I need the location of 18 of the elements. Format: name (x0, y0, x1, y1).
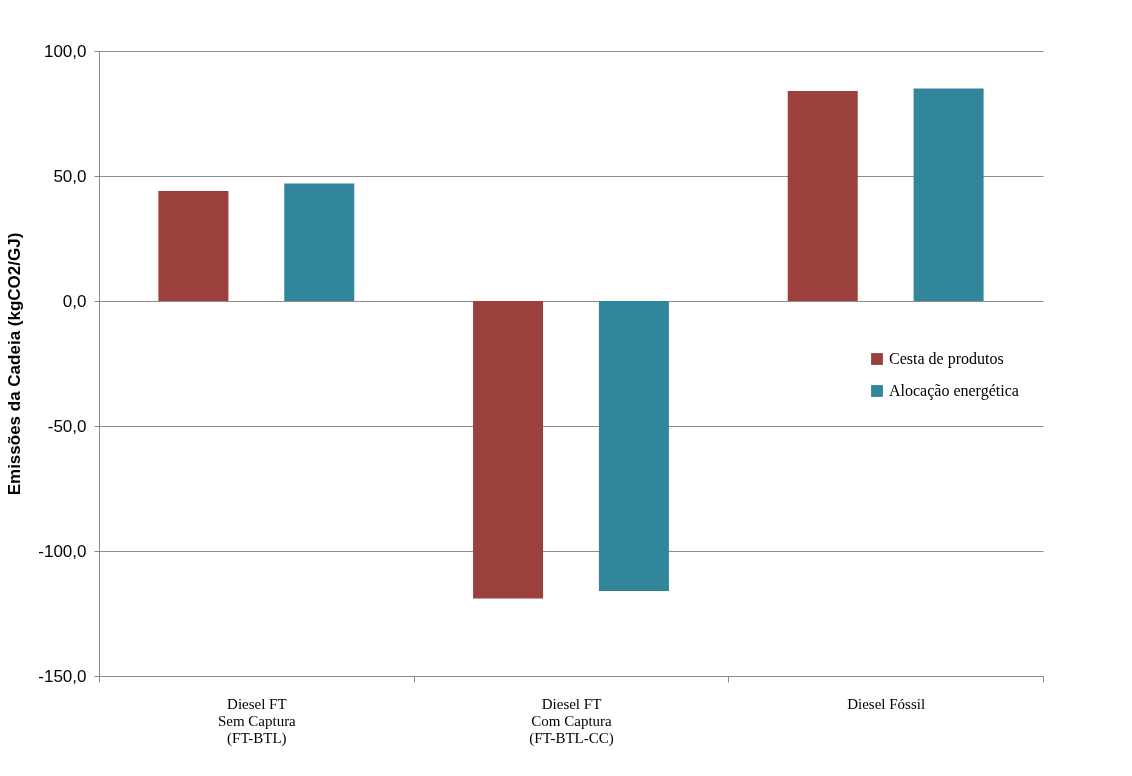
legend-label: Cesta de produtos (889, 350, 1004, 368)
y-tick-label: 100,0 (43, 41, 87, 61)
x-tick-label: Diesel Fóssil (847, 695, 926, 712)
bar (913, 88, 984, 301)
bar (598, 301, 669, 591)
bar (473, 301, 544, 599)
bar (158, 191, 229, 301)
y-tick-label: -50,0 (47, 416, 87, 436)
x-tick-label: Diesel FT Com Captura (FT-BTL-CC) (529, 695, 614, 747)
bar (284, 183, 355, 301)
legend-label: Alocação energética (889, 382, 1019, 400)
y-tick-label: 0,0 (62, 291, 87, 311)
bar (787, 91, 858, 301)
y-tick-label: -150,0 (38, 666, 87, 686)
x-tick-label: Diesel FT Sem Captura (FT-BTL) (217, 695, 297, 747)
y-tick-label: 50,0 (53, 166, 87, 186)
y-tick-label: -100,0 (38, 541, 87, 561)
y-axis-title: Emissões da Cadeia (kgCO2/GJ) (5, 232, 25, 496)
